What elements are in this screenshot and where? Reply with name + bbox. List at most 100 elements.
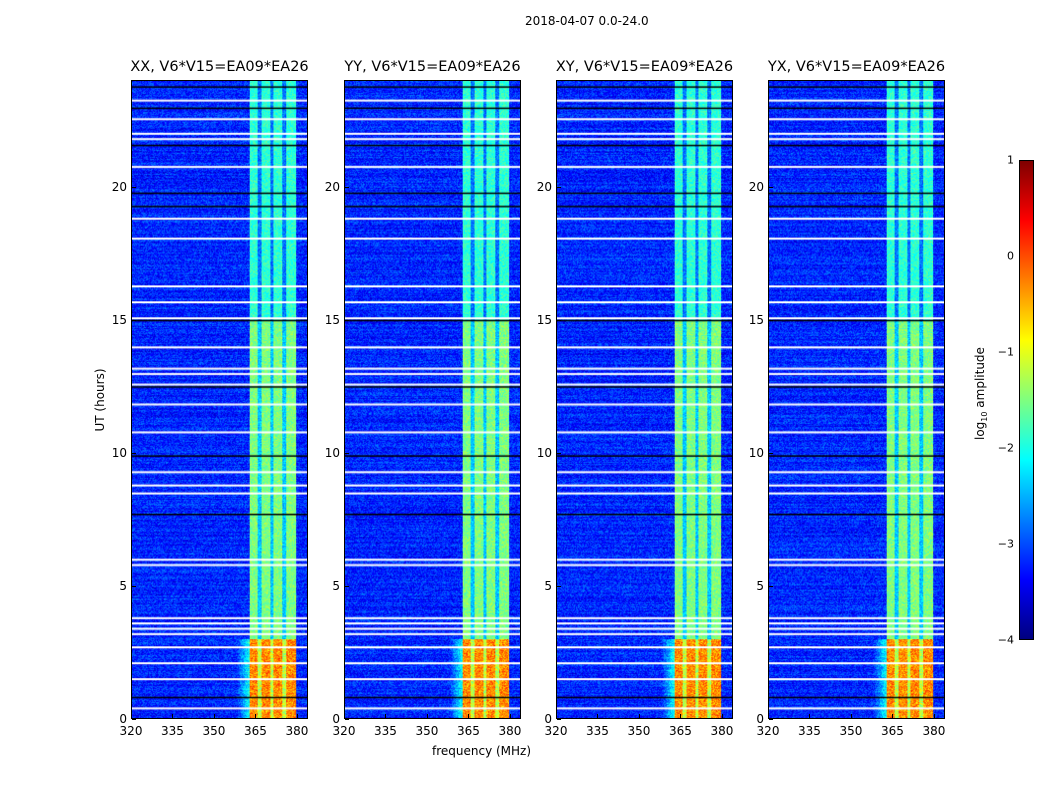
heatmap-panel (344, 80, 521, 719)
y-tick-mark (132, 186, 136, 188)
x-tick-label: 335 (586, 724, 609, 738)
x-tick-label: 320 (332, 724, 356, 738)
heatmap-cells (345, 81, 520, 718)
x-tick-label: 380 (922, 724, 946, 738)
y-tick-label: 5 (544, 578, 552, 593)
x-tick-mark (385, 714, 387, 718)
y-tick-label: 10 (748, 445, 764, 460)
figure-title: 2018-04-07 0.0-24.0 (525, 14, 649, 28)
x-tick-mark (131, 714, 132, 718)
y-tick-mark (769, 719, 773, 720)
y-tick-label: 20 (324, 179, 340, 194)
x-tick-label: 350 (627, 724, 651, 738)
x-tick-label: 350 (415, 724, 439, 738)
panel-title: YY, V6*V15=EA09*EA26 (344, 59, 521, 75)
heatmap-panel (556, 80, 733, 719)
x-tick-label: 380 (710, 724, 734, 738)
y-tick-mark (557, 719, 561, 720)
y-tick-label: 15 (111, 312, 127, 327)
y-tick-label: 15 (324, 312, 340, 327)
y-tick-mark (132, 719, 136, 720)
colorbar-tick-label: 1 (1007, 153, 1014, 167)
y-tick-label: 5 (756, 578, 764, 593)
x-tick-label: 320 (544, 724, 568, 738)
colorbar-tick-label: 0 (1007, 249, 1014, 263)
y-tick-mark (345, 585, 349, 587)
y-tick-mark (769, 585, 773, 587)
x-tick-mark (556, 714, 557, 718)
x-tick-mark (768, 714, 769, 718)
x-tick-label: 320 (119, 724, 143, 738)
panel-title: XX, V6*V15=EA09*EA26 (130, 59, 309, 75)
y-tick-mark (345, 186, 349, 188)
y-tick-label: 15 (536, 312, 552, 327)
x-tick-mark (597, 714, 599, 718)
x-tick-label: 350 (202, 724, 226, 738)
colorbar-tick-label: −2 (997, 441, 1014, 455)
x-tick-label: 380 (498, 724, 522, 738)
x-tick-mark (296, 714, 298, 718)
y-tick-label: 0 (544, 712, 552, 726)
x-tick-mark (721, 714, 723, 718)
x-tick-label: 365 (457, 724, 480, 738)
colorbar-tick-label: −3 (997, 537, 1014, 551)
x-tick-mark (680, 714, 682, 718)
y-tick-mark (557, 186, 561, 188)
y-tick-label: 0 (119, 712, 127, 726)
x-tick-mark (933, 714, 935, 718)
x-tick-mark (638, 714, 640, 718)
heatmap-cells (769, 81, 944, 718)
colorbar (1019, 160, 1034, 640)
y-tick-label: 0 (756, 712, 764, 726)
y-tick-mark (557, 319, 561, 321)
x-tick-mark (255, 714, 257, 718)
y-tick-label: 20 (748, 179, 764, 194)
y-axis-label: UT (hours) (93, 368, 107, 432)
x-tick-label: 350 (839, 724, 863, 738)
y-tick-label: 0 (332, 712, 340, 726)
x-tick-mark (509, 714, 511, 718)
colorbar-tick-label: −1 (997, 345, 1014, 359)
y-tick-label: 20 (111, 179, 127, 194)
x-tick-label: 380 (285, 724, 309, 738)
y-tick-mark (345, 319, 349, 321)
y-tick-mark (769, 452, 773, 454)
y-tick-label: 15 (748, 312, 764, 327)
y-tick-label: 5 (119, 578, 127, 593)
heatmap-panel (131, 80, 308, 719)
x-tick-label: 335 (798, 724, 821, 738)
y-tick-mark (557, 585, 561, 587)
y-tick-mark (769, 186, 773, 188)
heatmap-panel (768, 80, 945, 719)
x-tick-label: 335 (161, 724, 184, 738)
y-tick-mark (557, 452, 561, 454)
x-tick-label: 320 (756, 724, 780, 738)
y-tick-label: 10 (111, 445, 127, 460)
y-tick-mark (132, 319, 136, 321)
x-tick-mark (172, 714, 174, 718)
y-tick-mark (345, 719, 349, 720)
panel-title: XY, V6*V15=EA09*EA26 (555, 59, 734, 75)
panel-title: YX, V6*V15=EA09*EA26 (767, 59, 946, 75)
x-tick-mark (892, 714, 894, 718)
y-tick-label: 10 (324, 445, 340, 460)
x-axis-label: frequency (MHz) (432, 744, 532, 758)
x-tick-mark (850, 714, 852, 718)
y-tick-label: 10 (536, 445, 552, 460)
x-tick-mark (468, 714, 470, 718)
y-tick-mark (132, 452, 136, 454)
heatmap-cells (557, 81, 732, 718)
x-tick-mark (426, 714, 428, 718)
x-tick-label: 365 (244, 724, 267, 738)
y-tick-mark (345, 452, 349, 454)
y-tick-mark (132, 585, 136, 587)
x-tick-mark (213, 714, 215, 718)
x-tick-label: 365 (669, 724, 692, 738)
x-tick-label: 365 (881, 724, 904, 738)
colorbar-label: log10 amplitude (972, 347, 990, 440)
x-tick-mark (809, 714, 811, 718)
heatmap-cells (132, 81, 307, 718)
y-tick-mark (769, 319, 773, 321)
y-tick-label: 20 (536, 179, 552, 194)
